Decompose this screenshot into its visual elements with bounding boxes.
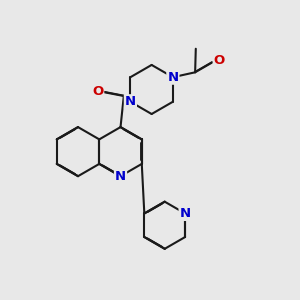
Text: N: N xyxy=(115,170,126,183)
Text: O: O xyxy=(214,54,225,67)
Text: N: N xyxy=(180,207,191,220)
Text: N: N xyxy=(167,71,178,84)
Text: O: O xyxy=(92,85,103,98)
Text: N: N xyxy=(125,95,136,108)
